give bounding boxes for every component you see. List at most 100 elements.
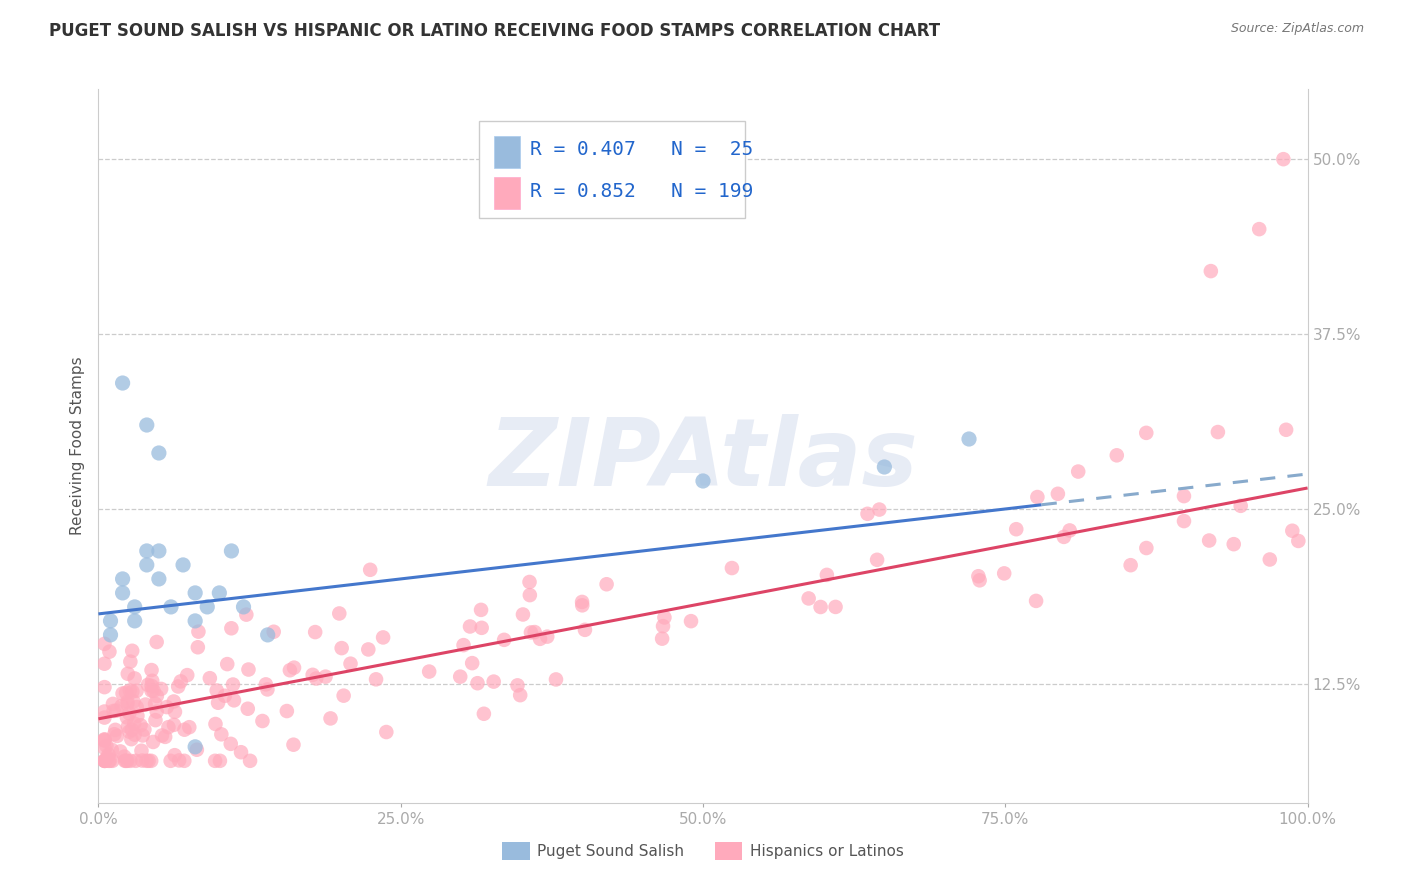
Point [125,700,148,714]
Point [1135,541,1157,555]
Point [339,657,361,671]
Text: R = 0.852   N = 199: R = 0.852 N = 199 [530,182,754,201]
Point [115,710,138,724]
Point [100,614,122,628]
Text: R = 0.407   N =  25: R = 0.407 N = 25 [530,140,754,160]
Point [94,754,117,768]
Point [120,732,142,747]
Point [301,668,323,682]
Point [115,686,138,700]
Point [1026,490,1049,504]
Point [127,708,149,723]
Point [156,700,179,714]
Point [93,680,115,694]
Point [721,561,744,575]
Point [103,704,125,718]
Point [866,553,889,567]
Point [1119,558,1142,573]
Point [654,610,676,624]
Point [117,719,139,733]
Point [238,663,260,677]
Point [121,684,143,698]
Point [105,729,128,743]
Point [187,624,209,639]
Point [93,733,115,747]
Point [93,710,115,724]
Point [1067,465,1090,479]
Point [364,673,387,687]
Point [111,698,134,713]
Point [131,744,153,758]
Point [967,569,990,583]
Point [357,642,380,657]
Point [184,614,207,628]
Point [252,714,274,728]
Point [117,666,139,681]
Point [679,614,702,628]
Point [135,544,157,558]
Point [163,705,186,719]
Point [332,689,354,703]
Point [221,544,243,558]
Point [204,754,226,768]
Text: ZIPAtlas: ZIPAtlas [488,414,918,507]
Point [229,745,252,759]
Point [1275,423,1298,437]
Point [278,663,301,677]
Point [93,754,115,768]
Point [184,739,207,754]
Point [214,689,236,703]
Point [135,698,157,712]
Point [868,502,890,516]
Point [315,670,337,684]
Point [208,586,231,600]
Point [205,683,228,698]
Point [204,717,226,731]
Point [124,599,146,614]
Point [97,747,120,762]
Point [544,673,567,687]
Point [449,670,471,684]
Point [1105,448,1128,462]
Point [141,683,163,698]
Point [595,577,617,591]
Point [472,706,495,721]
Point [142,684,165,698]
Point [529,632,551,646]
Point [125,683,148,698]
Point [519,574,541,589]
Point [232,599,254,614]
Point [187,640,209,655]
Point [173,723,195,737]
FancyBboxPatch shape [479,121,745,218]
Point [453,638,475,652]
Bar [494,136,520,168]
Point [186,743,208,757]
Point [98,645,121,659]
Point [207,696,229,710]
Point [145,705,167,719]
Point [135,754,157,768]
Point [1135,425,1157,440]
Point [121,723,143,737]
Text: Source: ZipAtlas.com: Source: ZipAtlas.com [1230,22,1364,36]
Point [112,749,135,764]
Point [94,754,117,768]
Point [93,732,115,747]
Point [148,446,170,460]
Point [111,687,134,701]
Point [141,754,163,768]
Point [254,677,277,691]
Point [118,724,141,739]
Point [458,619,481,633]
Point [571,595,593,609]
Point [167,680,190,694]
Point [142,735,165,749]
Point [157,720,180,734]
Point [692,474,714,488]
Point [120,655,142,669]
Point [160,599,183,614]
Point [105,704,128,718]
Point [217,657,239,672]
Point [519,588,541,602]
